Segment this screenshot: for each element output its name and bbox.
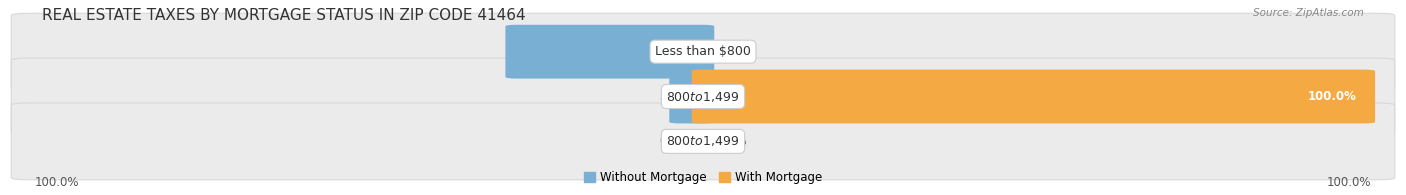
- Text: 0.0%: 0.0%: [717, 45, 747, 58]
- Text: REAL ESTATE TAXES BY MORTGAGE STATUS IN ZIP CODE 41464: REAL ESTATE TAXES BY MORTGAGE STATUS IN …: [42, 8, 526, 23]
- Text: 0.0%: 0.0%: [717, 135, 747, 148]
- FancyBboxPatch shape: [11, 103, 1395, 180]
- Legend: Without Mortgage, With Mortgage: Without Mortgage, With Mortgage: [579, 167, 827, 189]
- Text: $800 to $1,499: $800 to $1,499: [666, 134, 740, 148]
- FancyBboxPatch shape: [692, 70, 1375, 123]
- Text: 28.2%: 28.2%: [652, 45, 689, 58]
- Text: 0.0%: 0.0%: [659, 135, 689, 148]
- FancyBboxPatch shape: [11, 58, 1395, 135]
- FancyBboxPatch shape: [11, 13, 1395, 90]
- Text: 3.4%: 3.4%: [659, 90, 689, 103]
- Text: $800 to $1,499: $800 to $1,499: [666, 90, 740, 104]
- Text: Less than $800: Less than $800: [655, 45, 751, 58]
- Text: Source: ZipAtlas.com: Source: ZipAtlas.com: [1253, 8, 1364, 18]
- Text: 100.0%: 100.0%: [1308, 90, 1357, 103]
- FancyBboxPatch shape: [669, 70, 714, 123]
- Text: 100.0%: 100.0%: [1326, 176, 1371, 189]
- Text: 100.0%: 100.0%: [35, 176, 80, 189]
- FancyBboxPatch shape: [505, 25, 714, 79]
